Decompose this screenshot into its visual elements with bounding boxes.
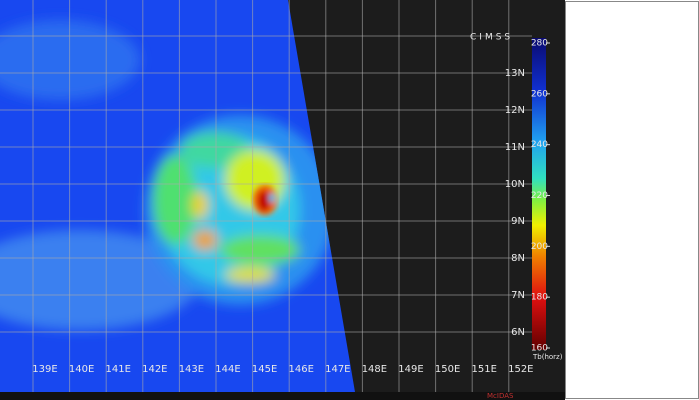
longitude-label: 151E bbox=[471, 364, 496, 375]
footer-text: McIDAS bbox=[487, 392, 514, 400]
longitude-label: 149E bbox=[398, 364, 423, 375]
colorbar-tick-label: 280 bbox=[531, 39, 548, 49]
longitude-label: 142E bbox=[142, 364, 167, 375]
colorbar-tick-label: 160 bbox=[531, 344, 548, 354]
latitude-label: 6N bbox=[511, 327, 525, 338]
colorbar bbox=[532, 38, 546, 350]
colorbar-tick-label: 260 bbox=[531, 89, 548, 99]
longitude-label: 143E bbox=[179, 364, 204, 375]
colorbar-tick-label: 220 bbox=[531, 191, 548, 201]
satellite-image: CIMSS McIDAS 139E 140E 141E 142E 143E 144E 145… bbox=[0, 0, 565, 400]
longitude-label: 146E bbox=[288, 364, 313, 375]
imagery bbox=[0, 0, 355, 392]
longitude-label: 152E bbox=[508, 364, 533, 375]
latitude-label: 8N bbox=[511, 253, 525, 264]
longitude-label: 144E bbox=[215, 364, 240, 375]
longitude-label: 150E bbox=[435, 364, 460, 375]
colorbar-tick-label: 240 bbox=[531, 140, 548, 150]
longitude-label: 140E bbox=[69, 364, 94, 375]
latitude-label: 13N bbox=[505, 68, 525, 79]
colorbar-tick-label: 200 bbox=[531, 242, 548, 252]
longitude-label: 141E bbox=[105, 364, 130, 375]
latitude-label: 10N bbox=[505, 179, 525, 190]
lat-lon-grid bbox=[0, 0, 532, 392]
longitude-label: 139E bbox=[32, 364, 57, 375]
colorbar-tick-label: 180 bbox=[531, 293, 548, 303]
latitude-label: 12N bbox=[505, 105, 525, 116]
longitude-label: 145E bbox=[252, 364, 277, 375]
footer-bar bbox=[0, 392, 565, 400]
side-panel bbox=[565, 1, 699, 399]
logo: CIMSS bbox=[470, 33, 513, 43]
longitude-label: 147E bbox=[325, 364, 350, 375]
latitude-label: 7N bbox=[511, 290, 525, 301]
latitude-label: 11N bbox=[505, 142, 525, 153]
longitude-label: 148E bbox=[362, 364, 387, 375]
latitude-label: 9N bbox=[511, 216, 525, 227]
colorbar-label: Tb(horz) bbox=[532, 353, 563, 361]
